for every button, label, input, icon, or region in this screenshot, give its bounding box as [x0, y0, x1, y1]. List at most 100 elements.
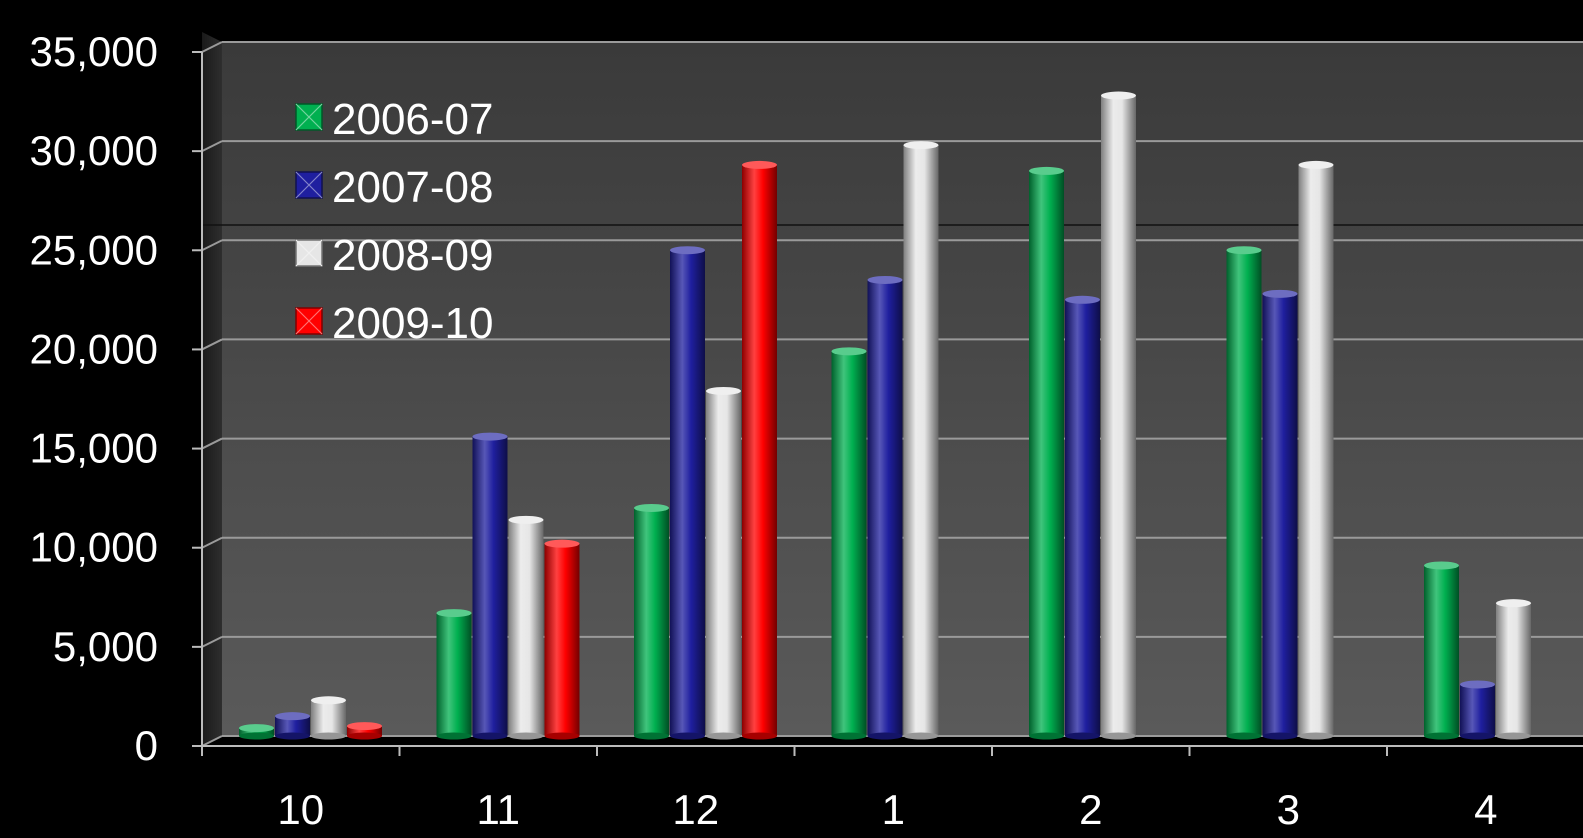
bar-top-cap: [706, 386, 741, 395]
bar-body: [634, 507, 669, 736]
bar: [1029, 166, 1064, 740]
gridline-side: [201, 437, 223, 450]
bar-top-cap: [239, 724, 274, 733]
bar-body: [347, 726, 382, 736]
bar: [1460, 680, 1495, 740]
legend-swatch-bevel: [295, 307, 323, 335]
x-tick-label: 3: [1277, 786, 1300, 833]
bar-body: [1424, 565, 1459, 736]
bar-top-cap: [867, 275, 903, 284]
bar-top-cap: [1029, 166, 1064, 175]
bar-body: [1101, 95, 1136, 737]
bar: [436, 609, 472, 740]
legend-label: 2006-07: [332, 95, 493, 144]
bar-body: [742, 164, 777, 737]
bar-top-cap: [634, 503, 669, 512]
bar: [347, 722, 382, 740]
bar-bottom-cap: [867, 732, 903, 740]
bar-body: [275, 716, 310, 736]
bar-bottom-cap: [1424, 732, 1459, 740]
bar-body: [903, 145, 939, 736]
bar-bottom-cap: [1298, 732, 1334, 740]
y-tick-label: 0: [135, 722, 158, 769]
bar-bottom-cap: [742, 732, 777, 740]
bar-body: [670, 250, 705, 736]
bar-body: [1298, 164, 1334, 737]
bar: [670, 246, 705, 740]
bar-body: [1226, 250, 1262, 736]
bar-body: [544, 543, 580, 736]
legend-label: 2007-08: [332, 163, 493, 212]
bar: [1101, 91, 1136, 740]
bar: [1496, 599, 1531, 740]
bar-bottom-cap: [903, 732, 939, 740]
y-tick-label: 15,000: [30, 425, 158, 472]
gridline-side: [201, 735, 223, 747]
legend-label: 2009-10: [332, 299, 493, 348]
bar-body: [1029, 170, 1064, 736]
x-axis-tick-labels: 10 11 12 1 2 3 4: [277, 786, 1497, 833]
y-tick-label: 25,000: [30, 226, 158, 273]
bar-top-cap: [1262, 289, 1298, 298]
bar-bottom-cap: [311, 732, 346, 740]
x-tick-label: 11: [476, 786, 520, 833]
bar-top-cap: [1460, 680, 1495, 689]
bar: [831, 347, 867, 740]
bar-top-cap: [670, 246, 705, 255]
bar: [706, 386, 741, 740]
bar-top-cap: [1226, 246, 1262, 255]
bar-bottom-cap: [1496, 732, 1531, 740]
bar: [1065, 295, 1100, 740]
bar-bottom-cap: [670, 732, 705, 740]
y-tick-label: 20,000: [30, 325, 158, 372]
bar-top-cap: [903, 141, 939, 150]
bar-bottom-cap: [831, 732, 867, 740]
bar-top-cap: [472, 432, 508, 441]
bar-body: [311, 700, 346, 736]
bar-top-cap: [742, 160, 777, 169]
bar: [1262, 289, 1298, 740]
bar-top-cap: [275, 712, 310, 721]
bar-bottom-cap: [1262, 732, 1298, 740]
gridline-side: [201, 239, 223, 252]
gridline-side: [201, 536, 223, 549]
bar: [508, 515, 544, 740]
legend-item: 2009-10: [295, 299, 493, 348]
bar: [1226, 246, 1262, 740]
bar-top-cap: [1298, 160, 1334, 169]
bar-body: [867, 279, 903, 736]
legend-item: 2008-09: [295, 231, 493, 280]
bar: [1424, 561, 1459, 740]
bar-top-cap: [311, 696, 346, 705]
bar: [239, 724, 274, 740]
chart-side-wall: [202, 32, 222, 746]
bar-bottom-cap: [1226, 732, 1262, 740]
legend-label: 2008-09: [332, 231, 493, 280]
y-tick-label: 35,000: [30, 28, 158, 75]
bar-top-cap: [831, 347, 867, 356]
bar-bottom-cap: [706, 732, 741, 740]
bar-bottom-cap: [275, 732, 310, 740]
bar: [275, 712, 310, 740]
bar-bottom-cap: [544, 732, 580, 740]
bar-bottom-cap: [347, 732, 382, 740]
y-axis-tick-labels: 0 5,000 10,000 15,000 20,000 25,000 30,000 35,0…: [30, 28, 158, 769]
bar-body: [1065, 299, 1100, 736]
x-tick-label: 12: [672, 786, 719, 833]
bar-bottom-cap: [1029, 732, 1064, 740]
bar-body: [436, 613, 472, 736]
bar-top-cap: [1101, 91, 1136, 100]
bar-bottom-cap: [239, 732, 274, 740]
gridline-side: [201, 41, 223, 53]
bar: [311, 696, 346, 740]
bar-top-cap: [436, 609, 472, 618]
bar: [544, 539, 580, 740]
legend-item: 2007-08: [295, 163, 493, 212]
gridline-side: [201, 140, 223, 153]
y-tick-label: 5,000: [53, 623, 158, 670]
bar-top-cap: [1496, 599, 1531, 608]
gridline-side: [201, 338, 223, 351]
legend: 2006-07 2007-08 2008-09 2009-10: [295, 95, 493, 348]
bar-body: [1496, 603, 1531, 736]
